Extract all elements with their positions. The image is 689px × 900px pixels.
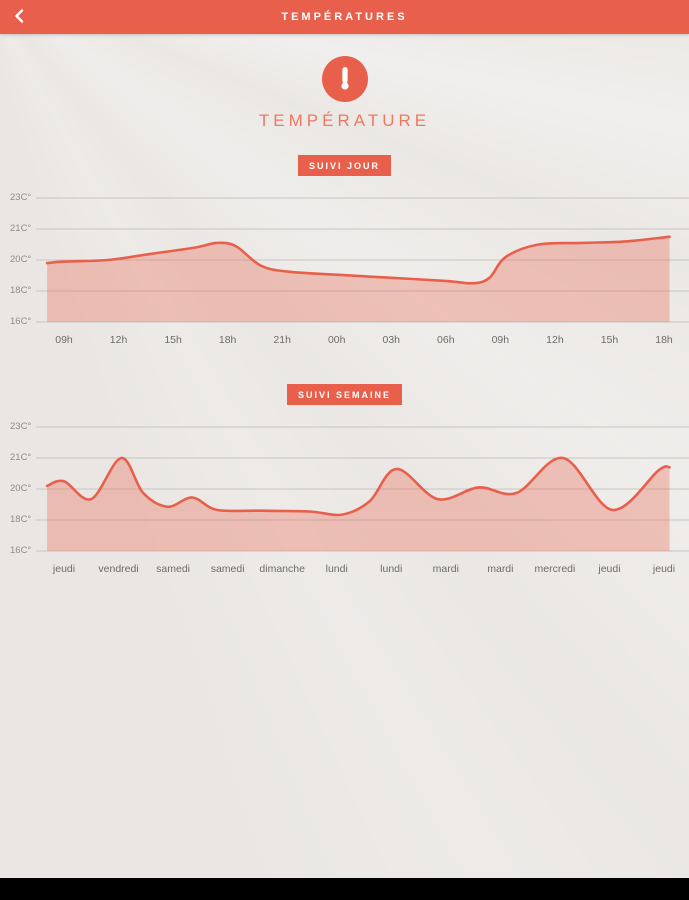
x-axis-label: jeudi bbox=[598, 563, 621, 575]
x-axis-label: mercredi bbox=[534, 563, 576, 575]
x-axis-label: 18h bbox=[218, 334, 237, 346]
page-title: TEMPÉRATURES bbox=[281, 11, 408, 23]
x-axis-label: lundi bbox=[325, 563, 348, 575]
day-chart-plot bbox=[36, 197, 689, 323]
section-title: TEMPÉRATURE bbox=[258, 111, 431, 130]
y-axis-label: 23C° bbox=[10, 421, 32, 432]
week-chart-x-axis: jeudi vendredi samedi samedi dimanche lundi lu… bbox=[0, 563, 689, 587]
day-chart-x-axis: 09h 12h 15h 18h 21h 00h 03h 06h 09h 12h 15h 18h bbox=[0, 334, 689, 358]
temperature-line bbox=[45, 456, 671, 517]
x-axis-label: mardi bbox=[432, 563, 459, 575]
chevron-left-icon bbox=[12, 8, 28, 27]
x-axis-label: mardi bbox=[487, 563, 514, 575]
x-axis-label: 09h bbox=[491, 334, 510, 346]
x-axis-label: 15h bbox=[164, 334, 182, 346]
temperature-area-fill bbox=[47, 457, 670, 551]
temperature-line bbox=[45, 235, 671, 285]
x-axis-label: samedi bbox=[210, 563, 245, 575]
temperature-area-fill bbox=[47, 236, 670, 322]
x-axis-label: 00h bbox=[327, 334, 346, 346]
week-temperature-chart: 23C° 21C° 20C° 18C° 16C° jeudi vendredi samedi… bbox=[0, 417, 689, 589]
y-axis-label: 18C° bbox=[10, 514, 32, 525]
week-chart-plot bbox=[36, 426, 689, 552]
content: TEMPÉRATURE SUIVI JOUR 23C° 21C° 20C° 18C° 1… bbox=[0, 56, 689, 589]
x-axis-label: jeudi bbox=[652, 563, 676, 575]
x-axis-label: 09h bbox=[55, 334, 73, 346]
x-axis-label: vendredi bbox=[98, 563, 139, 575]
badge-suivi-semaine: SUIVI SEMAINE bbox=[286, 384, 402, 405]
day-temperature-chart: 23C° 21C° 20C° 18C° 16C° 09h 12h 15h 18h 21h 00h 0… bbox=[0, 188, 689, 360]
y-axis-label: 21C° bbox=[10, 223, 32, 234]
thermometer-icon bbox=[321, 56, 368, 102]
x-axis-label: 18h bbox=[655, 334, 673, 346]
x-axis-label: 12h bbox=[546, 334, 564, 346]
x-axis-label: 15h bbox=[600, 334, 619, 346]
y-axis-label: 21C° bbox=[10, 452, 32, 463]
x-axis-label: 12h bbox=[109, 334, 128, 346]
x-axis-label: 21h bbox=[273, 334, 291, 346]
x-axis-label: samedi bbox=[156, 563, 191, 575]
y-axis-label: 20C° bbox=[10, 483, 32, 494]
x-axis-label: 06h bbox=[437, 334, 455, 346]
y-axis-label: 16C° bbox=[10, 316, 32, 327]
x-axis-label: 03h bbox=[382, 334, 401, 346]
x-axis-label: dimanche bbox=[259, 563, 305, 575]
y-axis-label: 16C° bbox=[10, 545, 32, 556]
badge-suivi-jour: SUIVI JOUR bbox=[297, 155, 391, 176]
app-bar: TEMPÉRATURES bbox=[0, 0, 689, 34]
y-axis-label: 20C° bbox=[10, 254, 32, 265]
y-axis-label: 18C° bbox=[10, 285, 32, 296]
x-axis-label: jeudi bbox=[52, 563, 76, 575]
x-axis-label: lundi bbox=[380, 563, 403, 575]
system-nav-bar bbox=[0, 878, 689, 900]
back-button[interactable] bbox=[12, 0, 46, 34]
y-axis-label: 23C° bbox=[10, 192, 32, 203]
